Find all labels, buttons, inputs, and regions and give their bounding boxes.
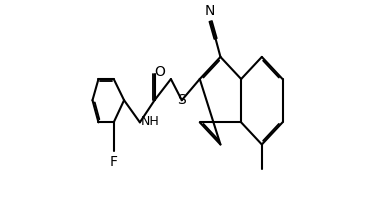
Text: O: O bbox=[154, 65, 164, 79]
Text: F: F bbox=[110, 155, 118, 170]
Text: S: S bbox=[177, 93, 185, 107]
Text: NH: NH bbox=[140, 115, 159, 128]
Text: N: N bbox=[204, 4, 215, 18]
